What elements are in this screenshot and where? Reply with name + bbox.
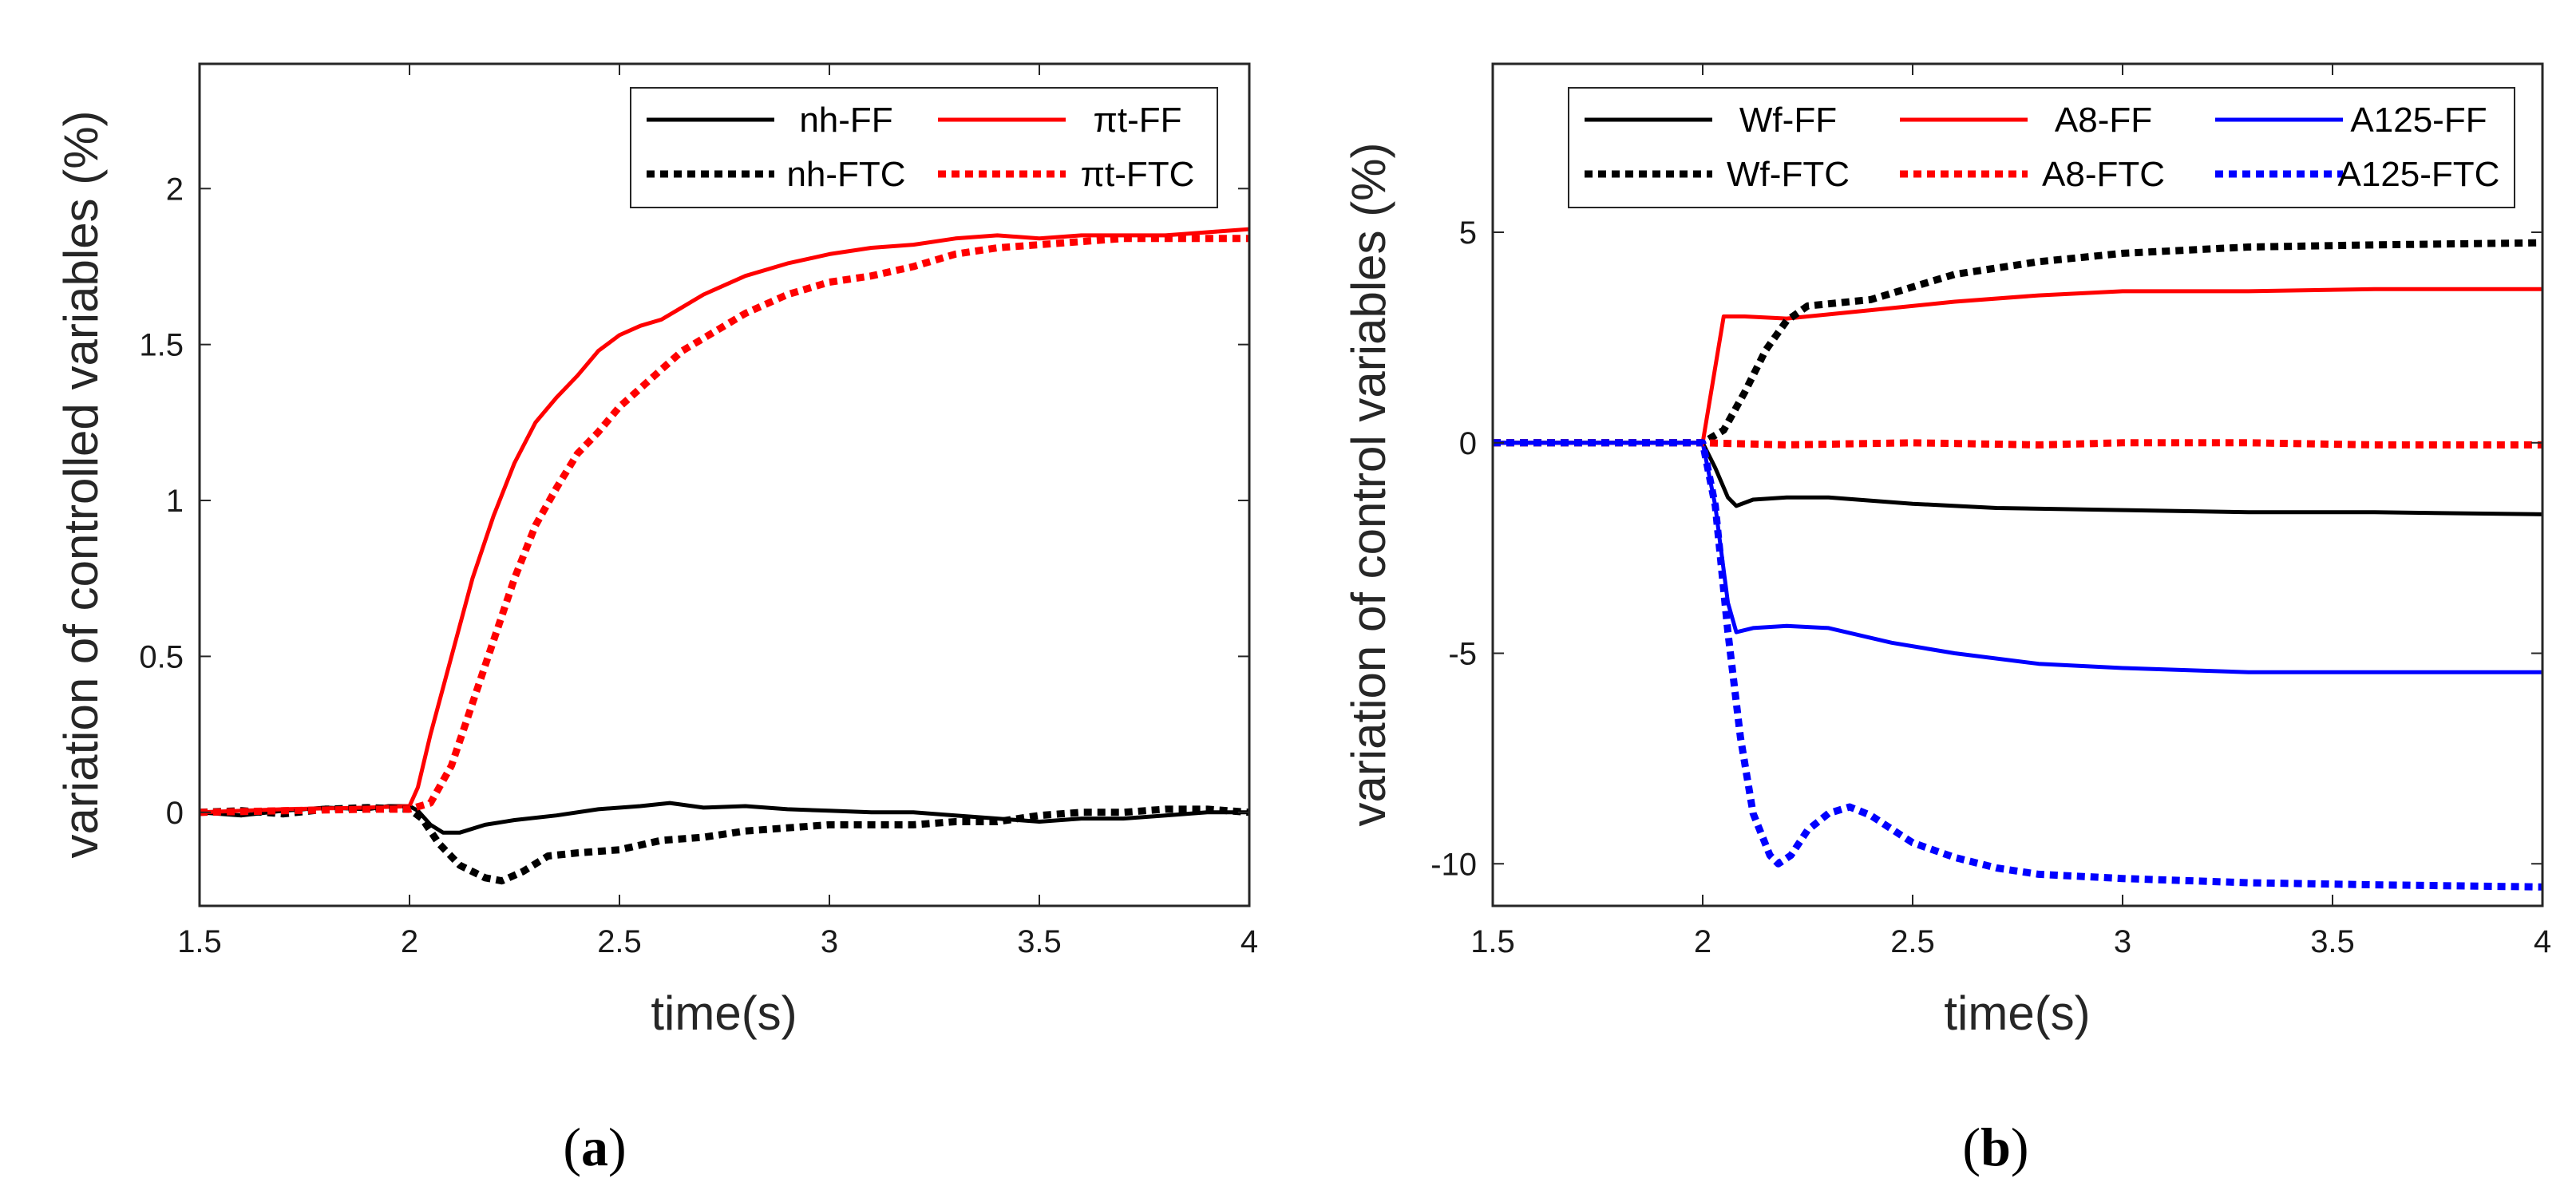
caption-letter: b	[1980, 1117, 2011, 1177]
legend-label: A8-FTC	[2042, 155, 2165, 194]
legend: Wf-FF A8-FF A125-FF Wf-FTC A8-FTC A125-FTC	[1568, 87, 2515, 208]
plot-area-frame	[198, 62, 1251, 907]
y-tick-label: 0	[166, 796, 184, 831]
x-tick-label: 2	[401, 924, 418, 959]
legend-label: Wf-FF	[1739, 101, 1837, 140]
y-tick-label: 0.5	[139, 639, 184, 674]
series-line-Wf-FTC	[1493, 239, 2543, 447]
series-line-πt-FTC	[199, 235, 1249, 816]
legend-label: nh-FF	[799, 101, 892, 140]
y-tick-label: 1	[166, 484, 184, 519]
legend-label: A125-FF	[2350, 101, 2487, 140]
legend-label: πt-FF	[1094, 101, 1182, 140]
axis-ticks: 1.5 2 2.5 3 3.5 4 -10 -5 0 5	[1430, 64, 2551, 959]
y-tick-label: -10	[1430, 847, 1477, 882]
caption-close: )	[2011, 1117, 2029, 1177]
x-tick-label: 2	[1694, 924, 1711, 959]
x-tick-label: 3	[821, 924, 838, 959]
series-line-πt-FF	[199, 227, 1250, 815]
y-tick-label: 5	[1459, 215, 1477, 251]
x-tick-label: 3	[2114, 924, 2131, 959]
legend-label: Wf-FTC	[1727, 155, 1850, 194]
series-group	[199, 227, 1250, 885]
legend-box	[1568, 87, 2515, 208]
x-tick-label: 2.5	[597, 924, 642, 959]
x-tick-label: 3.5	[1017, 924, 1062, 959]
series-line-A125-FF	[1493, 441, 2542, 674]
series-line-Wf-FF	[1493, 441, 2543, 516]
series-line-A125-FTC	[1493, 439, 2543, 891]
legend-label: A8-FF	[2055, 101, 2152, 140]
legend-label: A125-FTC	[2338, 155, 2500, 194]
x-tick-label: 2.5	[1890, 924, 1935, 959]
y-tick-label: -5	[1448, 637, 1477, 672]
legend: nh-FF πt-FF nh-FTC πt-FTC	[630, 87, 1218, 208]
x-tick-label: 4	[1241, 924, 1258, 959]
x-axis-label: time(s)	[1944, 986, 2090, 1040]
x-tick-label: 1.5	[1470, 924, 1515, 959]
y-axis-label: variation of controlled variables (%)	[54, 110, 108, 858]
caption-open: (	[563, 1117, 581, 1177]
chart-panel-a: 1.5 2 2.5 3 3.5 4 0 0.5 1 1.5 2 time(s) variation …	[54, 62, 1258, 1177]
y-tick-label: 2	[166, 172, 184, 207]
legend-label: nh-FTC	[786, 155, 905, 194]
axis-ticks: 1.5 2 2.5 3 3.5 4 0 0.5 1 1.5 2	[139, 64, 1258, 959]
x-tick-label: 1.5	[177, 924, 222, 959]
legend-box	[630, 87, 1218, 208]
caption-open: (	[1962, 1117, 1980, 1177]
series-line-A8-FTC	[1493, 439, 2542, 449]
series-line-A8-FF	[1493, 287, 2542, 445]
panel-caption: (b)	[1962, 1117, 2028, 1177]
legend-label: πt-FTC	[1081, 155, 1195, 194]
series-group	[1493, 239, 2543, 891]
plot-area-frame	[1491, 62, 2544, 907]
panel-caption: (a)	[563, 1117, 626, 1177]
chart-panel-b: 1.5 2 2.5 3 3.5 4 -10 -5 0 5 time(s) variation of…	[1342, 62, 2551, 1177]
y-axis-label: variation of control variables (%)	[1342, 142, 1395, 826]
series-line-nh-FTC	[199, 804, 1250, 885]
y-tick-label: 1.5	[139, 328, 184, 363]
y-tick-label: 0	[1459, 426, 1477, 461]
x-tick-label: 4	[2534, 924, 2551, 959]
x-axis-label: time(s)	[651, 986, 797, 1040]
caption-letter: a	[581, 1117, 608, 1177]
x-tick-label: 3.5	[2310, 924, 2355, 959]
caption-close: )	[608, 1117, 627, 1177]
